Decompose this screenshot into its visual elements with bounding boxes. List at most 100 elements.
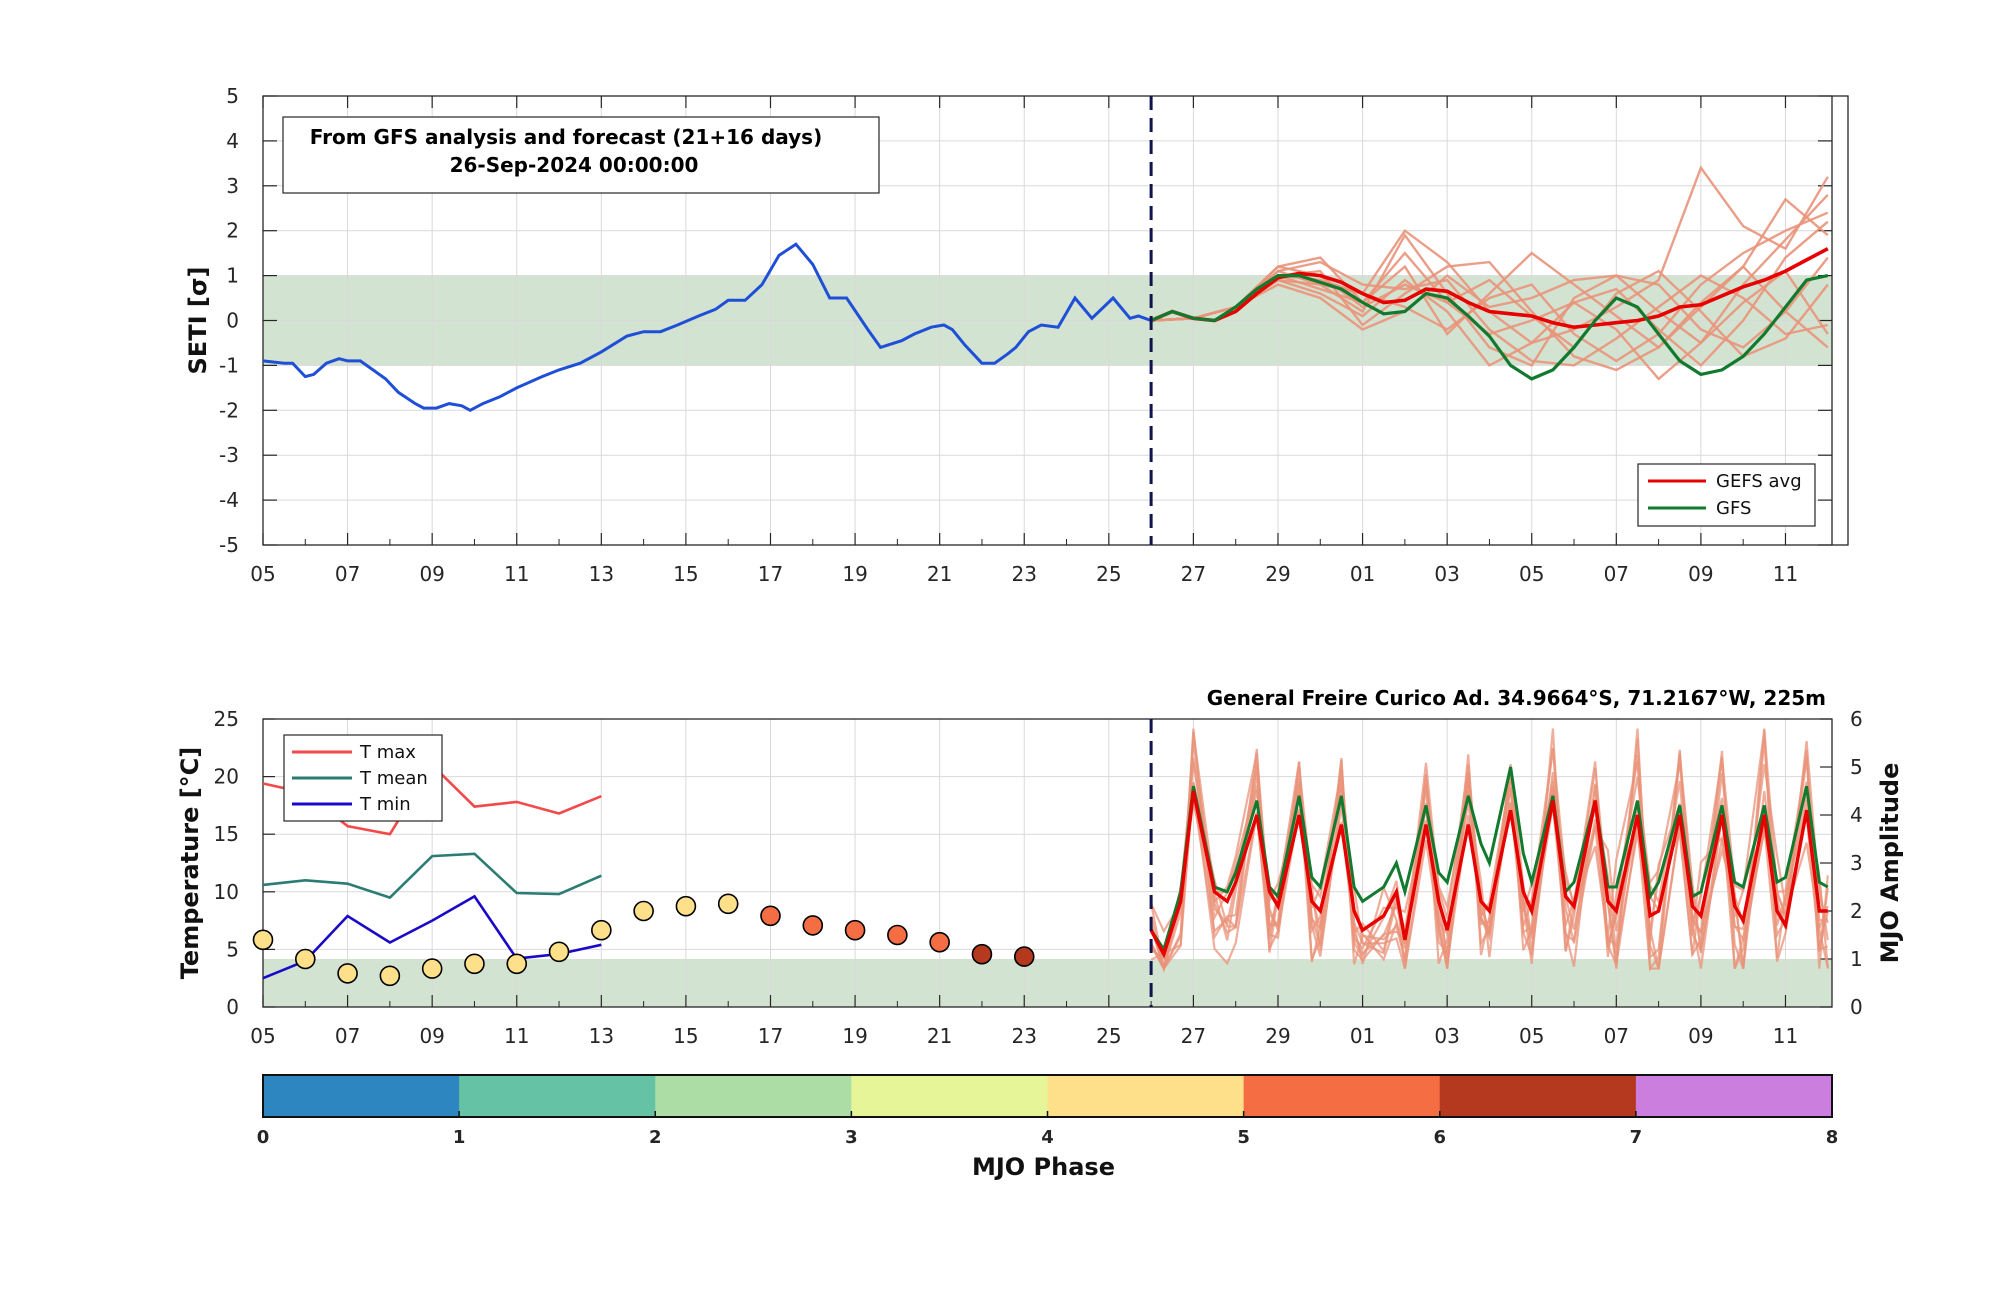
y-tick-label: -5 xyxy=(219,533,239,557)
mjo-gefs-avg-line xyxy=(1149,790,1828,959)
mjo-phase-point xyxy=(548,941,570,963)
x-tick-label: 15 xyxy=(673,562,698,586)
legend-label: T min xyxy=(359,794,411,815)
info-box-line-1: From GFS analysis and forecast (21+16 da… xyxy=(310,125,822,149)
colorbar-segment xyxy=(1635,1075,1833,1117)
x-tick-label: 07 xyxy=(335,562,360,586)
mjo-phase-colorbar: 0 1 2 3 4 5 6 7 8 MJO Phase xyxy=(257,1074,1839,1181)
colorbar-segment xyxy=(1047,1075,1245,1117)
x-tick-label: 07 xyxy=(1604,562,1629,586)
y-tick-label: -3 xyxy=(219,443,239,467)
y-tick-label: 1 xyxy=(226,264,239,288)
mjo-ensemble-member-line xyxy=(1150,750,1829,973)
x-tick-label: 27 xyxy=(1181,562,1206,586)
x-tick-label: 03 xyxy=(1434,562,1459,586)
x-tick-label: 27 xyxy=(1181,1024,1206,1048)
y2-tick-label: 5 xyxy=(1850,755,1863,779)
y-tick-label: 5 xyxy=(226,937,239,961)
y-tick-label: 0 xyxy=(226,309,239,333)
x-tick-label: 03 xyxy=(1434,1024,1459,1048)
mjo-phase-point xyxy=(633,900,654,922)
gfs-line xyxy=(1150,274,1829,381)
x-tick-label: 13 xyxy=(589,1024,614,1048)
y2-tick-label: 4 xyxy=(1850,803,1863,827)
x-tick-label: 15 xyxy=(673,1024,698,1048)
colorbar-label: MJO Phase xyxy=(972,1153,1115,1181)
x-tick-label: 29 xyxy=(1265,562,1290,586)
ensemble-member-line xyxy=(1151,256,1829,349)
colorbar-tick-label: 6 xyxy=(1433,1127,1446,1148)
y2-tick-label: 2 xyxy=(1850,899,1863,923)
x-tick-label: 19 xyxy=(842,562,867,586)
y-tick-label: 25 xyxy=(214,707,239,731)
mjo-phase-point xyxy=(675,895,697,917)
y-tick-label: 3 xyxy=(226,174,239,198)
colorbar-tick-label: 7 xyxy=(1630,1127,1643,1148)
y2-tick-label: 0 xyxy=(1850,995,1863,1019)
mjo-phase-point xyxy=(887,924,908,946)
y-tick-label: 2 xyxy=(226,219,239,243)
x-tick-label: 05 xyxy=(250,1024,275,1048)
x-tick-label: 01 xyxy=(1350,562,1375,586)
y2-tick-label: 1 xyxy=(1850,947,1863,971)
mjo-phase-point xyxy=(802,915,824,936)
colorbar-segment xyxy=(655,1075,852,1117)
x-tick-label: 07 xyxy=(1604,1024,1629,1048)
mjo-phase-point xyxy=(717,893,739,915)
x-tick-label: 17 xyxy=(758,1024,783,1048)
colorbar-tick-label: 1 xyxy=(453,1127,466,1148)
x-tick-label: 09 xyxy=(419,1024,444,1048)
mjo-inactive-band xyxy=(263,959,1832,1007)
mjo-phase-point xyxy=(421,958,443,979)
mjo-phase-point xyxy=(844,919,866,941)
mjo-phase-point xyxy=(929,931,950,953)
y-axis-label: SETI [σ] xyxy=(184,267,212,375)
mjo-phase-point xyxy=(506,953,528,975)
analysis-line xyxy=(262,242,1152,412)
colorbar-segment xyxy=(263,1075,460,1117)
gefs-avg-line xyxy=(1150,247,1829,330)
x-tick-label: 23 xyxy=(1012,1024,1037,1048)
mjo-phase-point xyxy=(591,919,612,941)
x-tick-label: 25 xyxy=(1096,562,1121,586)
legend-label: T mean xyxy=(359,768,428,789)
y-axis-label: Temperature [°C] xyxy=(176,747,204,980)
t-mean-line xyxy=(262,852,602,900)
x-tick-label: 07 xyxy=(335,1024,360,1048)
t-min-line xyxy=(262,894,602,980)
mjo-phase-point xyxy=(464,953,485,975)
x-tick-label: 17 xyxy=(758,562,783,586)
colorbar-tick-label: 4 xyxy=(1041,1127,1054,1148)
x-tick-label: 21 xyxy=(927,1024,952,1048)
colorbar-segment xyxy=(459,1075,656,1117)
y-tick-label: 5 xyxy=(226,84,239,108)
mjo-phase-point xyxy=(1013,946,1035,967)
x-tick-label: 11 xyxy=(1773,562,1798,586)
legend-label: GFS xyxy=(1716,498,1751,519)
mjo-phase-point xyxy=(971,943,993,965)
y-tick-label: 4 xyxy=(226,129,239,153)
station-title: General Freire Curico Ad. 34.9664°S, 71.… xyxy=(1207,686,1826,710)
x-tick-label: 05 xyxy=(1519,562,1544,586)
colorbar-tick-label: 0 xyxy=(257,1127,270,1148)
x-tick-label: 09 xyxy=(419,562,444,586)
y-tick-label: 10 xyxy=(214,880,239,904)
legend-box xyxy=(1637,463,1816,527)
y-tick-label: -4 xyxy=(219,488,239,512)
x-tick-label: 21 xyxy=(927,562,952,586)
mjo-phase-point xyxy=(379,965,401,987)
x-tick-label: 01 xyxy=(1350,1024,1375,1048)
colorbar-tick-label: 8 xyxy=(1826,1127,1839,1148)
y-tick-label: 20 xyxy=(214,765,239,789)
y-tick-label: -1 xyxy=(219,353,239,377)
y-tick-label: -2 xyxy=(219,398,239,422)
colorbar-tick-label: 3 xyxy=(845,1127,858,1148)
y2-axis-label: MJO Amplitude xyxy=(1876,763,1904,964)
colorbar-segment xyxy=(1243,1075,1441,1117)
info-box xyxy=(282,116,880,194)
x-tick-label: 29 xyxy=(1265,1024,1290,1048)
mjo-phase-point xyxy=(760,905,781,927)
